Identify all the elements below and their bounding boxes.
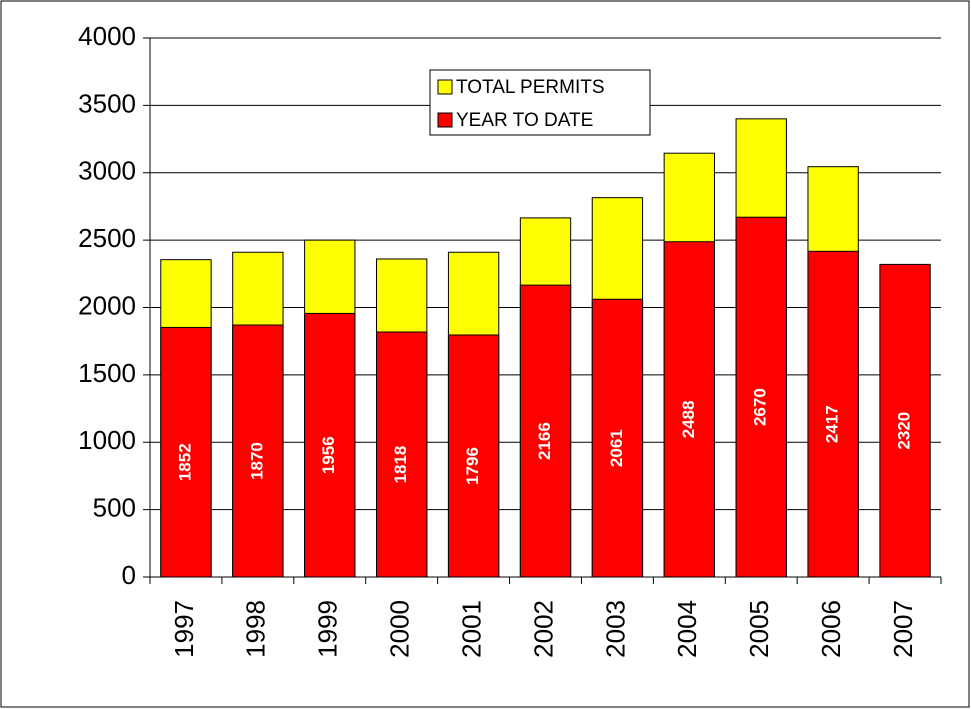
x-tick-label: 2006 (816, 600, 846, 658)
x-tick-label: 2004 (672, 600, 702, 658)
x-tick-label: 2002 (528, 600, 558, 658)
legend-swatch (437, 112, 453, 128)
value-label: 1852 (175, 443, 194, 481)
value-label: 2320 (895, 412, 914, 450)
x-tick-label: 1997 (169, 600, 199, 658)
value-label: 1870 (247, 442, 266, 480)
bar (304, 312, 356, 578)
bar (591, 298, 644, 578)
value-label: 2417 (823, 405, 842, 443)
bar (232, 324, 284, 578)
bar (879, 263, 931, 578)
value-label: 2166 (535, 422, 554, 460)
y-tick-label: 3000 (78, 156, 136, 186)
legend-label: YEAR TO DATE (456, 110, 593, 131)
x-tick-label: 2005 (744, 600, 774, 658)
x-tick-label: 1999 (313, 600, 343, 658)
x-tick-label: 2007 (888, 600, 918, 658)
y-tick-label: 2500 (78, 223, 136, 253)
y-tick-label: 2000 (78, 290, 136, 320)
value-label: 2488 (679, 400, 698, 438)
legend-box (429, 69, 651, 136)
y-tick-label: 3500 (78, 88, 136, 118)
legend-swatch (437, 79, 453, 95)
x-tick-label: 2003 (600, 600, 630, 658)
y-tick-label: 1500 (78, 358, 136, 388)
x-tick-label: 2001 (456, 600, 486, 658)
bar (376, 331, 428, 578)
value-label: 1956 (319, 436, 338, 474)
legend-label: TOTAL PERMITS (456, 77, 605, 98)
value-label: 1818 (391, 446, 410, 484)
bar (735, 216, 787, 578)
y-tick-label: 0 (122, 560, 136, 590)
y-tick-label: 500 (93, 493, 136, 523)
bar (807, 250, 859, 578)
value-label: 2670 (751, 388, 770, 426)
y-tick-label: 4000 (78, 21, 136, 51)
x-tick-label: 2000 (385, 600, 415, 658)
bar (160, 326, 212, 578)
x-tick-label: 1998 (241, 600, 271, 658)
bar (663, 241, 715, 578)
value-label: 2061 (607, 429, 626, 467)
value-label: 1796 (463, 447, 482, 485)
y-tick-label: 1000 (78, 425, 136, 455)
bar (519, 284, 572, 578)
bar (447, 334, 500, 578)
